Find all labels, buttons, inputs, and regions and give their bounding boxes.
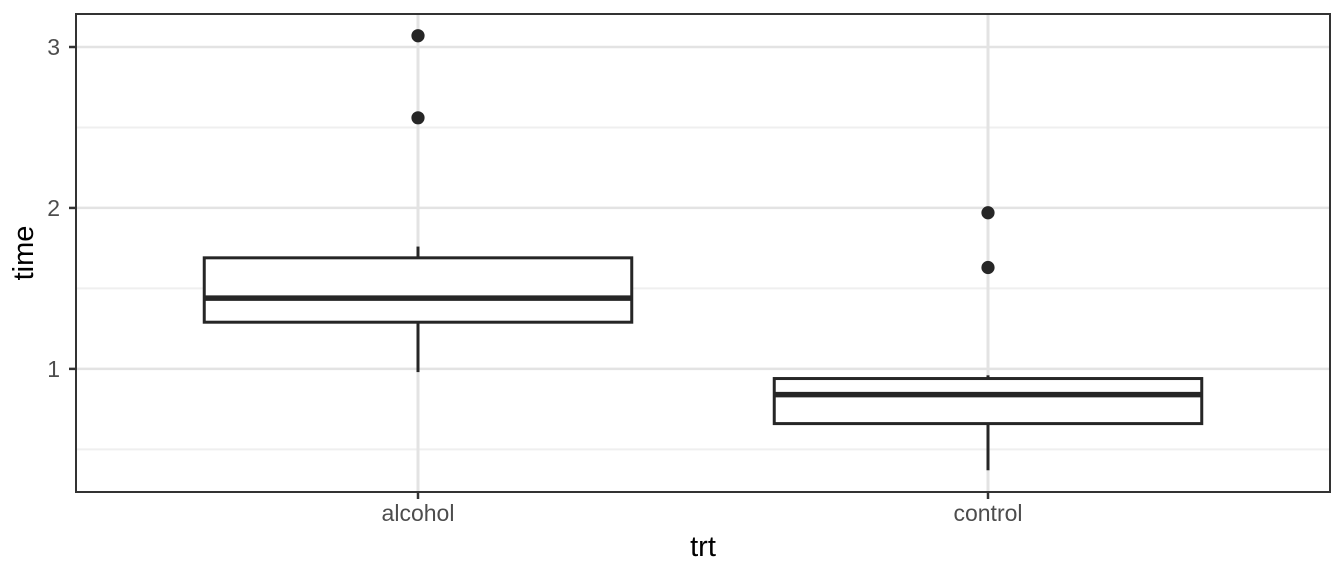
x-tick-label-alcohol: alcohol (382, 500, 455, 526)
y-tick-label: 2 (47, 195, 60, 221)
box-alcohol[interactable] (202, 256, 634, 324)
y-tick-label: 1 (47, 356, 60, 382)
outlier-point-alcohol[interactable] (411, 29, 425, 43)
panel-border (75, 13, 1331, 493)
outlier-point-alcohol[interactable] (411, 111, 425, 125)
outlier-point-control[interactable] (981, 260, 995, 275)
y-tick-label: 3 (47, 34, 60, 60)
outlier-point-control[interactable] (981, 206, 995, 220)
x-tick-label-control: control (953, 500, 1022, 526)
box-control[interactable] (772, 377, 1204, 426)
y-axis-title: time (8, 226, 40, 281)
x-axis-title: trt (690, 531, 716, 563)
